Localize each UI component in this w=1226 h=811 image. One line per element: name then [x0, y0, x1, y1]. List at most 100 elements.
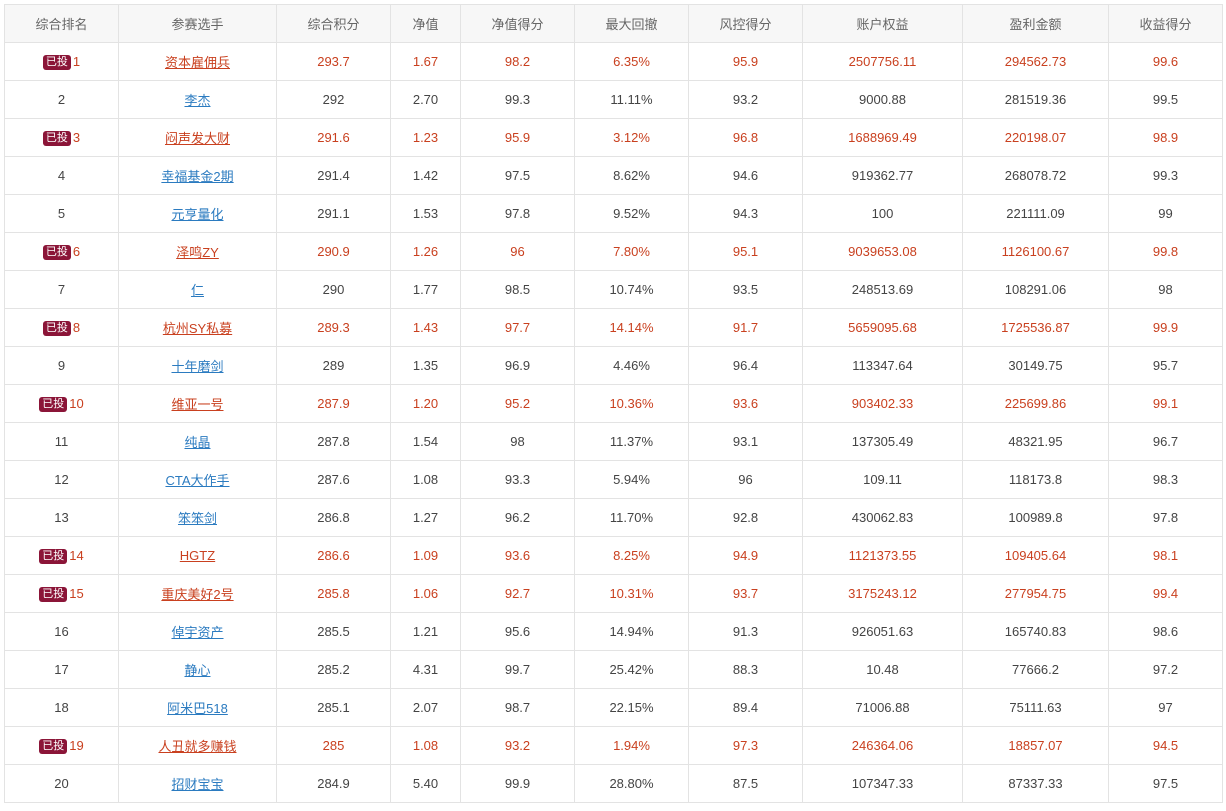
rank-cell: 17 — [4, 650, 119, 689]
score-cell: 292 — [276, 80, 391, 119]
nav-cell: 2.07 — [390, 688, 461, 727]
player-cell: 招财宝宝 — [118, 764, 277, 803]
rank-number: 8 — [72, 319, 81, 335]
player-cell: 人丑就多赚钱 — [118, 726, 277, 765]
return-score-cell: 97.8 — [1108, 498, 1223, 537]
profit-cell: 268078.72 — [962, 156, 1109, 195]
nav-score-cell: 93.6 — [460, 536, 575, 575]
max-drawdown-cell: 4.46% — [574, 346, 689, 385]
return-score-cell: 96.7 — [1108, 422, 1223, 461]
rank-number: 6 — [72, 243, 81, 259]
invested-badge: 已投 — [42, 320, 71, 336]
player-link[interactable]: 人丑就多赚钱 — [158, 739, 237, 754]
max-drawdown-cell: 11.70% — [574, 498, 689, 537]
equity-cell: 137305.49 — [802, 422, 963, 461]
return-score-cell: 98.3 — [1108, 460, 1223, 499]
risk-score-cell: 89.4 — [688, 688, 803, 727]
player-link[interactable]: 维亚一号 — [171, 397, 224, 412]
risk-score-cell: 93.6 — [688, 384, 803, 423]
risk-score-cell: 91.7 — [688, 308, 803, 347]
return-score-cell: 94.5 — [1108, 726, 1223, 765]
player-link[interactable]: 十年磨剑 — [171, 359, 224, 374]
nav-cell: 1.35 — [390, 346, 461, 385]
player-cell: 纯晶 — [118, 422, 277, 461]
player-link[interactable]: 静心 — [184, 663, 211, 678]
player-link[interactable]: 幸福基金2期 — [161, 169, 234, 184]
player-link[interactable]: 招财宝宝 — [171, 777, 224, 792]
nav-score-cell: 93.2 — [460, 726, 575, 765]
player-link[interactable]: 重庆美好2号 — [161, 587, 234, 602]
max-drawdown-cell: 28.80% — [574, 764, 689, 803]
nav-cell: 1.08 — [390, 460, 461, 499]
return-score-cell: 99 — [1108, 194, 1223, 233]
table-row: 已投 8 杭州SY私募 289.3 1.43 97.7 14.14% 91.7 5659095.… — [4, 308, 1223, 347]
rank-number: 15 — [69, 585, 84, 601]
invested-badge: 已投 — [39, 396, 68, 412]
player-cell: 维亚一号 — [118, 384, 277, 423]
score-cell: 287.9 — [276, 384, 391, 423]
return-score-cell: 99.1 — [1108, 384, 1223, 423]
score-cell: 285.1 — [276, 688, 391, 727]
equity-cell: 71006.88 — [802, 688, 963, 727]
rank-cell: 9 — [4, 346, 119, 385]
rank-cell: 已投 15 — [4, 574, 119, 613]
equity-cell: 109.11 — [802, 460, 963, 499]
score-cell: 284.9 — [276, 764, 391, 803]
player-link[interactable]: 阿米巴518 — [167, 701, 228, 716]
nav-score-cell: 95.2 — [460, 384, 575, 423]
nav-score-cell: 98.5 — [460, 270, 575, 309]
player-link[interactable]: 李杰 — [184, 93, 211, 108]
max-drawdown-header: 最大回撤 — [574, 4, 689, 43]
equity-cell: 2507756.11 — [802, 42, 963, 81]
nav-score-cell: 98 — [460, 422, 575, 461]
table-row: 20 招财宝宝 284.9 5.40 99.9 28.80% 87.5 107347.33 87… — [4, 764, 1223, 803]
player-link[interactable]: HGTZ — [179, 548, 216, 563]
player-link[interactable]: 元亨量化 — [171, 207, 224, 222]
return-score-cell: 99.8 — [1108, 232, 1223, 271]
rank-number: 12 — [54, 472, 69, 487]
player-cell: 笨笨剑 — [118, 498, 277, 537]
max-drawdown-cell: 10.74% — [574, 270, 689, 309]
score-cell: 291.1 — [276, 194, 391, 233]
max-drawdown-cell: 25.42% — [574, 650, 689, 689]
nav-cell: 1.20 — [390, 384, 461, 423]
profit-cell: 1126100.67 — [962, 232, 1109, 271]
return-score-cell: 98.9 — [1108, 118, 1223, 157]
risk-score-cell: 96.8 — [688, 118, 803, 157]
max-drawdown-cell: 10.31% — [574, 574, 689, 613]
player-cell: 李杰 — [118, 80, 277, 119]
rank-number: 7 — [57, 282, 66, 297]
profit-cell: 118173.8 — [962, 460, 1109, 499]
nav-cell: 1.53 — [390, 194, 461, 233]
profit-cell: 75111.63 — [962, 688, 1109, 727]
score-cell: 290 — [276, 270, 391, 309]
rank-cell: 12 — [4, 460, 119, 499]
rank-number: 19 — [69, 737, 84, 753]
player-link[interactable]: 笨笨剑 — [177, 511, 217, 526]
max-drawdown-cell: 5.94% — [574, 460, 689, 499]
player-link[interactable]: 倬宇资产 — [171, 625, 224, 640]
player-link[interactable]: 纯晶 — [184, 435, 211, 450]
return-score-cell: 98.6 — [1108, 612, 1223, 651]
risk-score-cell: 94.6 — [688, 156, 803, 195]
player-link[interactable]: 闷声发大财 — [164, 131, 230, 146]
player-link[interactable]: 杭州SY私募 — [162, 321, 233, 336]
table-row: 18 阿米巴518 285.1 2.07 98.7 22.15% 89.4 71006.88 7… — [4, 688, 1223, 727]
score-cell: 290.9 — [276, 232, 391, 271]
player-link[interactable]: CTA大作手 — [165, 473, 230, 488]
equity-cell: 113347.64 — [802, 346, 963, 385]
player-link[interactable]: 资本雇佣兵 — [164, 55, 230, 70]
nav-cell: 4.31 — [390, 650, 461, 689]
risk-score-header: 风控得分 — [688, 4, 803, 43]
max-drawdown-cell: 6.35% — [574, 42, 689, 81]
nav-score-cell: 97.5 — [460, 156, 575, 195]
score-cell: 291.4 — [276, 156, 391, 195]
nav-score-cell: 97.7 — [460, 308, 575, 347]
max-drawdown-cell: 8.62% — [574, 156, 689, 195]
player-link[interactable]: 泽鸣ZY — [176, 245, 219, 260]
player-link[interactable]: 仁 — [190, 283, 204, 298]
player-cell: 杭州SY私募 — [118, 308, 277, 347]
profit-cell: 281519.36 — [962, 80, 1109, 119]
equity-cell: 100 — [802, 194, 963, 233]
risk-score-cell: 92.8 — [688, 498, 803, 537]
